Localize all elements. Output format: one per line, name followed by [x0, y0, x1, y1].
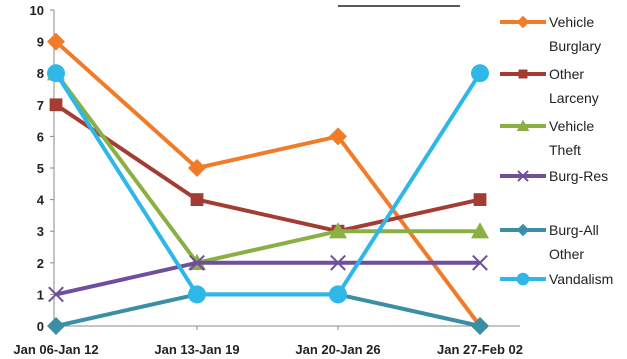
legend-item-vandalism: Vandalism: [500, 271, 613, 287]
y-tick-label: 8: [37, 66, 44, 81]
legend-label: Vehicle: [549, 118, 594, 134]
y-tick-label: 0: [37, 319, 44, 334]
data-point: [188, 285, 206, 304]
y-tick-label: 7: [37, 98, 44, 113]
axes: 0 1 2 3 4 5 6 7 8 9 10 Jan 06-Jan 12 Jan 13-Jan 19 Ja…: [13, 3, 523, 357]
legend-label: Vehicle: [549, 14, 594, 30]
legend-swatch-marker: [516, 15, 530, 29]
marker-stroke: [189, 254, 205, 271]
data-point: [329, 127, 347, 146]
data-point: [47, 64, 65, 83]
x-tick-label: Jan 20-Jan 26: [295, 342, 380, 357]
data-point: [471, 317, 489, 335]
legend-item-other-larceny: Other Larceny: [500, 66, 599, 106]
legend-item-vehicle-theft: Vehicle Theft: [500, 118, 594, 158]
data-point: [47, 32, 65, 51]
legend-swatch-marker: [516, 119, 530, 132]
series-vandalism: [47, 64, 489, 304]
legend-swatch-marker: [517, 170, 529, 182]
data-point: [472, 254, 488, 271]
series-line: [55, 292, 481, 328]
legend-swatch-marker: [518, 69, 528, 79]
data-point: [330, 254, 346, 271]
series-burg-res: [48, 254, 488, 303]
series-line: [54, 40, 482, 328]
data-point: [48, 286, 64, 303]
legend-label: Burg-All: [549, 222, 599, 238]
data-point: [188, 159, 206, 177]
data-point: [471, 222, 489, 239]
legend-label: Larceny: [549, 90, 599, 106]
y-tick-label: 3: [37, 224, 44, 239]
legend-swatch-marker: [516, 223, 530, 237]
legend-item-burg-res: Burg-Res: [500, 168, 608, 184]
x-tick-label: Jan 27-Feb 02: [437, 342, 523, 357]
data-point: [329, 285, 347, 304]
series-line: [54, 72, 482, 297]
marker-stroke: [472, 254, 488, 271]
marker-stroke: [330, 254, 346, 271]
legend-label: Burglary: [549, 38, 601, 54]
series-vehicle-burglary: [47, 32, 489, 335]
legend-label: Other: [549, 66, 584, 82]
data-point: [47, 317, 65, 335]
legend-swatch-marker: [516, 272, 530, 286]
data-point: [473, 193, 487, 206]
marker-stroke: [48, 286, 64, 303]
data-point: [329, 222, 347, 239]
data-point: [49, 98, 63, 112]
x-tick-label: Jan 13-Jan 19: [154, 342, 239, 357]
legend-label: Vandalism: [549, 271, 613, 287]
legend-label: Other: [549, 246, 584, 262]
data-point: [190, 193, 204, 206]
y-tick-label: 10: [30, 3, 44, 18]
legend-item-vehicle-burglary: Vehicle Burglary: [500, 14, 601, 54]
y-tick-label: 1: [37, 287, 44, 302]
x-tick-label: Jan 06-Jan 12: [13, 342, 98, 357]
legend-label: Theft: [549, 142, 581, 158]
legend-item-burg-all-other: Burg-All Other: [500, 222, 599, 262]
y-tick-label: 5: [37, 161, 44, 176]
marker-stroke: [517, 170, 529, 182]
data-point: [189, 254, 205, 271]
series-line: [54, 103, 481, 234]
series-line: [55, 260, 480, 297]
series-layer: [47, 32, 489, 335]
legend: Vehicle Burglary Other Larceny Vehicle Theft B…: [500, 14, 613, 287]
y-tick-label: 2: [37, 256, 44, 271]
y-tick-label: 9: [37, 35, 44, 50]
y-tick-label: 6: [37, 129, 44, 144]
y-tick-label: 4: [37, 193, 45, 208]
series-line: [54, 72, 480, 265]
data-point: [471, 64, 489, 83]
legend-label: Burg-Res: [549, 168, 608, 184]
